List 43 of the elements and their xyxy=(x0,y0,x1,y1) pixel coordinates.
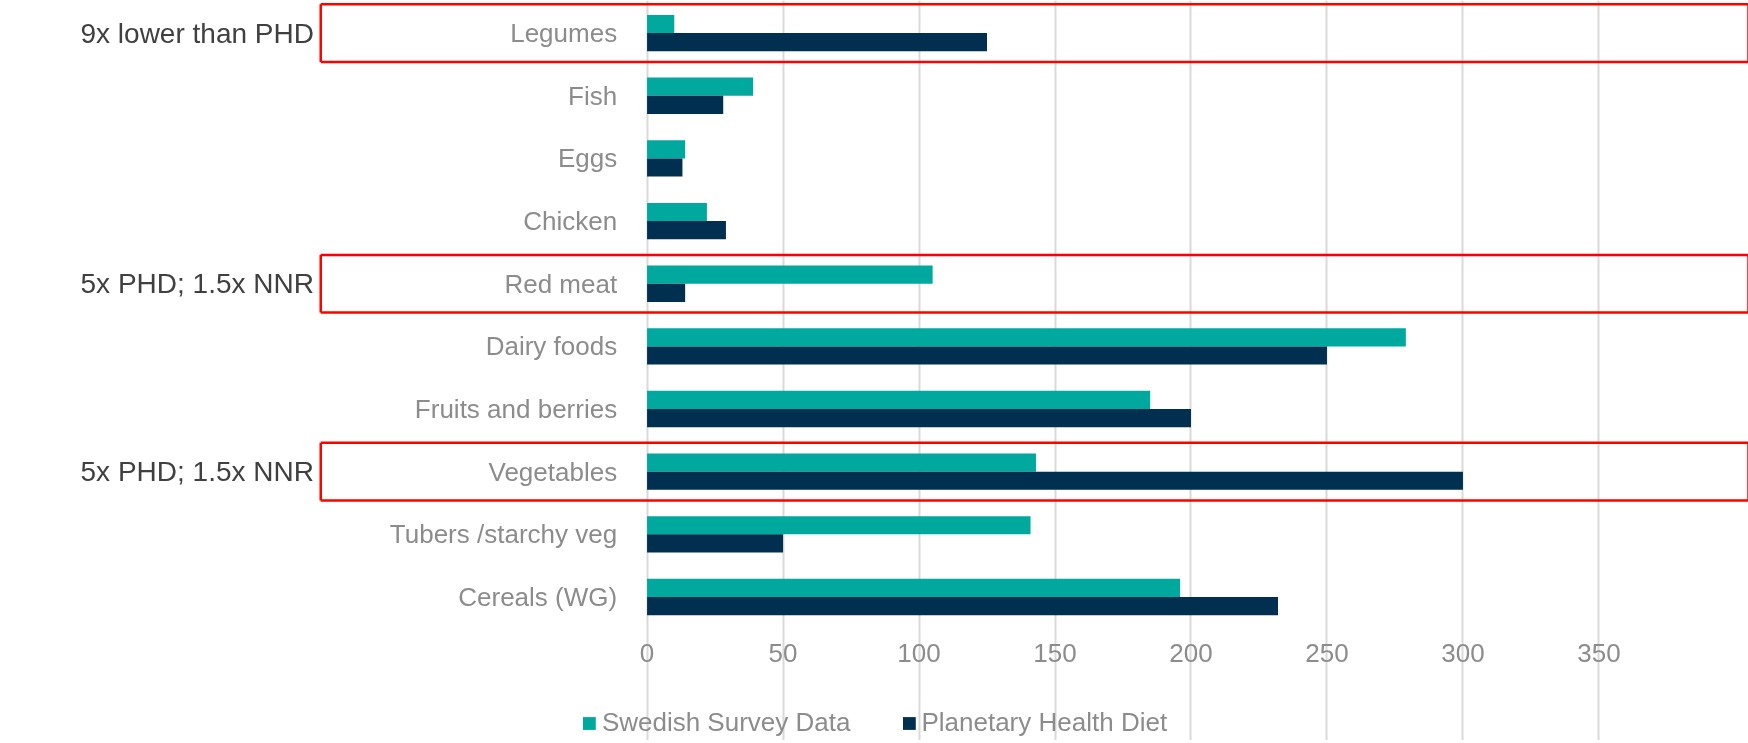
bar xyxy=(647,409,1191,428)
bar xyxy=(647,453,1036,472)
bar xyxy=(647,516,1031,535)
bar xyxy=(647,597,1279,616)
bar xyxy=(647,283,686,302)
y-tick-label: Fruits and berries xyxy=(414,394,618,425)
bar xyxy=(647,158,683,177)
x-tick-label: 250 xyxy=(1305,638,1349,669)
y-tick-label: Vegetables xyxy=(488,456,618,487)
bar xyxy=(647,14,675,34)
y-tick-label: Red meat xyxy=(504,268,618,299)
bar xyxy=(647,534,784,553)
x-tick-label: 100 xyxy=(897,638,941,669)
bar xyxy=(647,33,988,52)
bar xyxy=(647,471,1463,490)
x-tick-label: 200 xyxy=(1169,638,1213,669)
y-tick-label: Eggs xyxy=(557,143,618,174)
y-tick-label: Legumes xyxy=(510,18,618,49)
text: 5x PHD; 1.5x NNR xyxy=(80,268,314,300)
bar xyxy=(647,346,1327,365)
bar xyxy=(647,221,726,240)
x-tick-label: 350 xyxy=(1577,638,1621,669)
bar xyxy=(647,77,754,96)
y-tick-label: Dairy foods xyxy=(485,331,618,362)
y-tick-label: Tubers /starchy veg xyxy=(389,519,618,550)
legend-label: Planetary Health Diet xyxy=(921,707,1168,738)
y-tick-label: Fish xyxy=(568,80,618,111)
text: 9x lower than PHD xyxy=(80,17,314,49)
bar xyxy=(647,202,707,222)
bar xyxy=(647,390,1151,410)
bar xyxy=(647,578,1181,598)
x-tick-label: 0 xyxy=(639,638,655,669)
y-tick-label: Chicken xyxy=(523,206,618,237)
legend-label: Swedish Survey Data xyxy=(601,707,851,738)
bar xyxy=(647,328,1406,347)
x-tick-label: 150 xyxy=(1033,638,1077,669)
x-tick-label: 300 xyxy=(1441,638,1485,669)
bar xyxy=(647,95,724,114)
x-tick-label: 50 xyxy=(768,638,798,669)
bar xyxy=(647,140,686,159)
bar xyxy=(647,265,933,284)
text: 5x PHD; 1.5x NNR xyxy=(80,456,314,488)
y-tick-label: Cereals (WG) xyxy=(458,582,618,613)
